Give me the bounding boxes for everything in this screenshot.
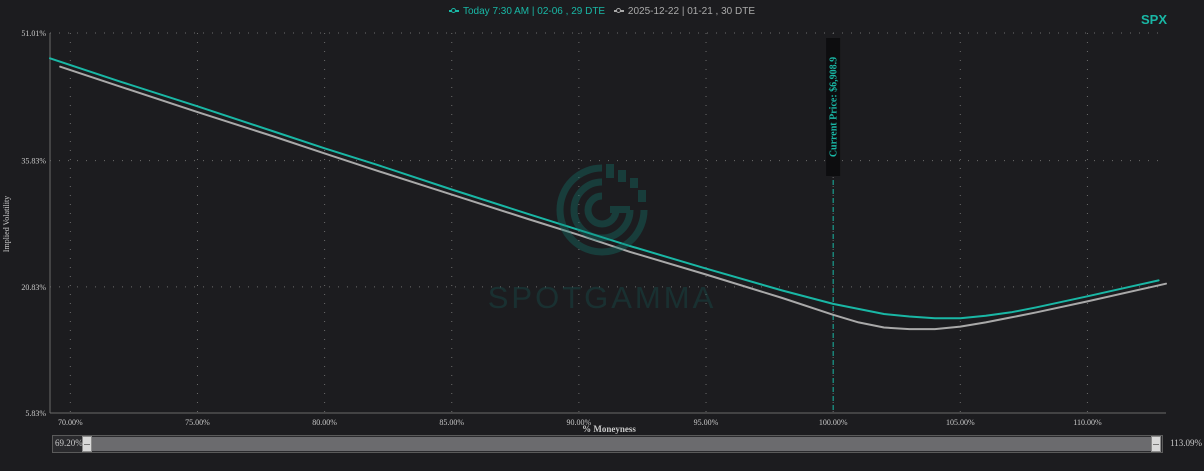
x-tick-label: 85.00% xyxy=(439,418,464,427)
y-tick-label: 51.01% xyxy=(21,29,46,38)
legend-item-today[interactable]: Today 7:30 AM | 02-06 , 29 DTE xyxy=(448,6,606,17)
range-slider-right-handle[interactable] xyxy=(1151,436,1161,452)
x-tick-label: 95.00% xyxy=(694,418,719,427)
grid-lines xyxy=(50,32,1166,414)
x-tick-label: 75.00% xyxy=(185,418,210,427)
range-slider[interactable]: 69.20% 113.09% xyxy=(52,435,1202,453)
legend-marker-icon xyxy=(448,7,459,15)
range-slider-selection[interactable] xyxy=(84,437,1157,451)
x-tick-label: 70.00% xyxy=(58,418,83,427)
series-line-previous[interactable] xyxy=(59,65,1167,331)
series-line-today[interactable] xyxy=(49,57,1160,320)
current-price-label: Current Price: $6,908.9 xyxy=(829,57,840,157)
current-price-box xyxy=(826,38,841,176)
series xyxy=(49,57,1167,331)
x-axis-label: % Moneyness xyxy=(582,424,636,434)
range-slider-max-label: 113.09% xyxy=(1170,438,1202,448)
axes: % Moneyness Implied Volatility xyxy=(2,33,1166,434)
ticker-symbol: SPX xyxy=(1140,12,1167,27)
chart-legend: Today 7:30 AM | 02-06 , 29 DTE 2025-12-2… xyxy=(0,6,1204,17)
x-tick-label: 90.00% xyxy=(567,418,592,427)
legend-marker-icon xyxy=(613,7,624,15)
legend-label-previous: 2025-12-22 | 01-21 , 30 DTE xyxy=(627,6,756,17)
legend-item-previous[interactable]: 2025-12-22 | 01-21 , 30 DTE xyxy=(613,6,756,17)
y-tick-label: 5.83% xyxy=(25,409,46,418)
legend-label-today: Today 7:30 AM | 02-06 , 29 DTE xyxy=(462,6,606,17)
x-tick-label: 105.00% xyxy=(946,418,975,427)
x-tick-label: 100.00% xyxy=(819,418,848,427)
y-tick-label: 20.83% xyxy=(21,283,46,292)
range-slider-min-label: 69.20% xyxy=(55,438,83,448)
range-slider-left-handle[interactable] xyxy=(82,436,92,452)
x-tick-label: 80.00% xyxy=(312,418,337,427)
y-tick-label: 35.83% xyxy=(21,157,46,166)
tick-labels: 70.00% 75.00% 80.00% 85.00% 90.00% 95.00% 100.… xyxy=(21,29,1102,427)
x-tick-label: 110.00% xyxy=(1073,418,1102,427)
current-price-annotation: Current Price: $6,908.9 xyxy=(826,38,841,413)
y-axis-label: Implied Volatility xyxy=(2,196,11,252)
